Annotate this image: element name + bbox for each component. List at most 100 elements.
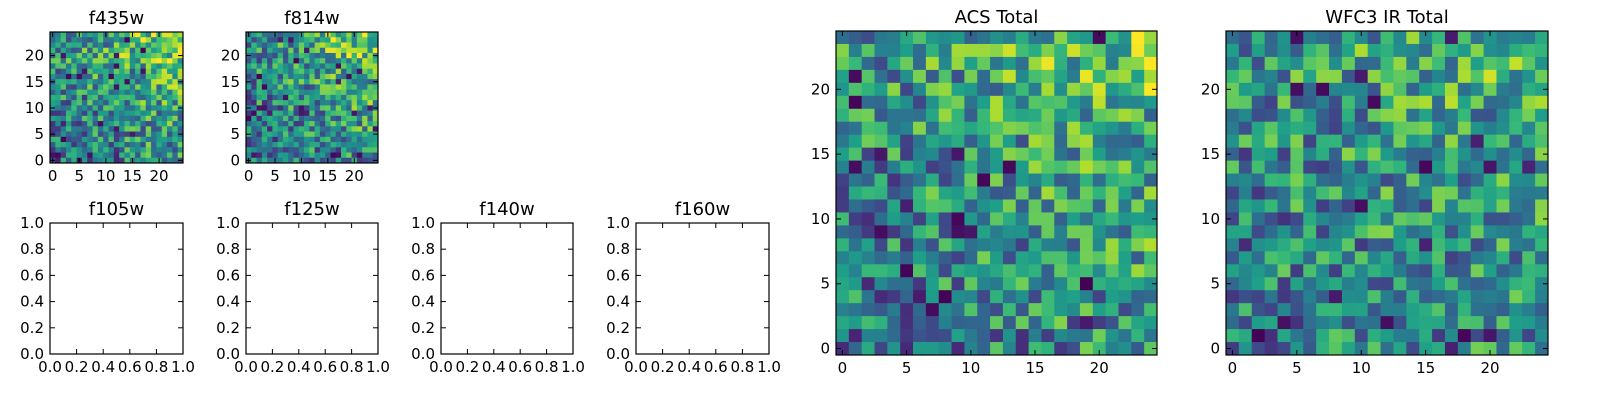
heatmap-cell	[887, 160, 901, 174]
heatmap-cell	[1028, 225, 1042, 239]
heatmap-cell	[156, 147, 163, 153]
y-tick-label: 0.2	[606, 319, 630, 337]
heatmap-cell	[330, 100, 337, 106]
heatmap-cell	[65, 89, 72, 96]
heatmap-cell	[156, 105, 163, 111]
heatmap-cell	[76, 42, 83, 49]
heatmap-cell	[277, 52, 284, 59]
heatmap-cell	[1303, 134, 1317, 149]
heatmap-cell	[1251, 108, 1266, 123]
heatmap-cell	[346, 73, 352, 80]
heatmap-cell	[92, 121, 99, 127]
heatmap-cell	[161, 89, 168, 96]
heatmap-cell	[335, 63, 342, 70]
heatmap-cell	[135, 115, 141, 122]
heatmap-cell	[103, 63, 109, 70]
heatmap-cell	[951, 225, 965, 239]
heatmap-cell	[135, 73, 141, 80]
heatmap-cell	[76, 89, 83, 96]
heatmap-cell	[135, 136, 141, 143]
heatmap-cell	[145, 147, 152, 153]
heatmap-cell	[1041, 95, 1055, 110]
heatmap-cell	[1470, 186, 1484, 200]
heatmap-cell	[156, 58, 163, 64]
heatmap-cell	[177, 58, 184, 64]
heatmap-cell	[1419, 277, 1433, 291]
heatmap-cell	[1041, 69, 1055, 84]
heatmap-cell	[1079, 186, 1094, 200]
x-tick-label: 0.8	[340, 358, 364, 376]
heatmap-cell	[1457, 316, 1472, 330]
heatmap-cell	[925, 134, 940, 149]
heatmap-cell	[1105, 56, 1119, 71]
heatmap-cell	[1483, 277, 1497, 291]
heatmap-cell	[951, 160, 965, 174]
heatmap-cell	[1341, 212, 1356, 226]
heatmap-cell	[314, 73, 321, 80]
heatmap-cell	[990, 316, 1004, 330]
heatmap-cell	[1329, 303, 1343, 317]
heatmap-cell	[964, 186, 978, 200]
heatmap-cell	[129, 121, 136, 127]
heatmap-cell	[367, 63, 374, 70]
heatmap-cell	[172, 73, 179, 80]
heatmap-cell	[246, 126, 252, 132]
heatmap-cell	[367, 68, 374, 75]
heatmap-cell	[113, 152, 120, 159]
heatmap-cell	[951, 173, 965, 187]
heatmap-cell	[76, 37, 83, 43]
heatmap-cell	[145, 121, 152, 127]
heatmap-cell	[1144, 43, 1158, 58]
heatmap-cell	[1432, 147, 1446, 161]
heatmap-cell	[267, 152, 273, 159]
heatmap-cell	[108, 89, 115, 96]
heatmap-cell	[151, 126, 157, 132]
heatmap-cell	[167, 47, 173, 54]
heatmap-cell	[1419, 290, 1433, 304]
heatmap-cell	[1316, 69, 1330, 84]
heatmap-cell	[167, 147, 173, 153]
heatmap-cell	[1251, 186, 1266, 200]
heatmap-cell	[951, 69, 965, 84]
heatmap-cell	[1522, 342, 1536, 356]
heatmap-cell	[288, 157, 294, 164]
heatmap-cell	[1144, 147, 1158, 161]
heatmap-cell	[103, 84, 109, 91]
heatmap-cell	[861, 43, 875, 58]
heatmap-cell	[1028, 186, 1042, 200]
heatmap-cell	[71, 152, 77, 159]
chart-title: f105w	[89, 199, 144, 220]
heatmap-cell	[1393, 212, 1407, 226]
heatmap-cell	[267, 121, 273, 127]
heatmap-cell	[108, 136, 115, 143]
heatmap-cell	[272, 152, 279, 159]
heatmap-cell	[1470, 329, 1484, 343]
heatmap-cell	[124, 52, 131, 59]
heatmap-cell	[246, 110, 252, 117]
heatmap-cell	[50, 47, 56, 54]
heatmap-cell	[124, 152, 131, 159]
heatmap-cell	[848, 82, 863, 97]
heatmap-cell	[71, 58, 77, 64]
heatmap-cell	[367, 110, 374, 117]
heatmap-cell	[272, 68, 279, 75]
heatmap-cell	[1522, 56, 1536, 71]
heatmap-cell	[335, 32, 342, 38]
heatmap-cell	[282, 63, 289, 70]
heatmap-cell	[108, 32, 115, 38]
heatmap-cell	[1092, 238, 1107, 252]
heatmap-cell	[913, 108, 927, 123]
heatmap-cell	[135, 47, 141, 54]
heatmap-cell	[362, 142, 368, 148]
heatmap-cell	[1118, 82, 1132, 97]
heatmap-cell	[1264, 199, 1278, 213]
heatmap-cell	[836, 160, 850, 174]
heatmap-cell	[298, 142, 305, 148]
heatmap-cell	[848, 316, 863, 330]
heatmap-cell	[261, 89, 268, 96]
heatmap-cell	[335, 115, 342, 122]
heatmap-cell	[1329, 251, 1343, 265]
heatmap-cell	[335, 105, 342, 111]
heatmap-cell	[1118, 303, 1132, 317]
